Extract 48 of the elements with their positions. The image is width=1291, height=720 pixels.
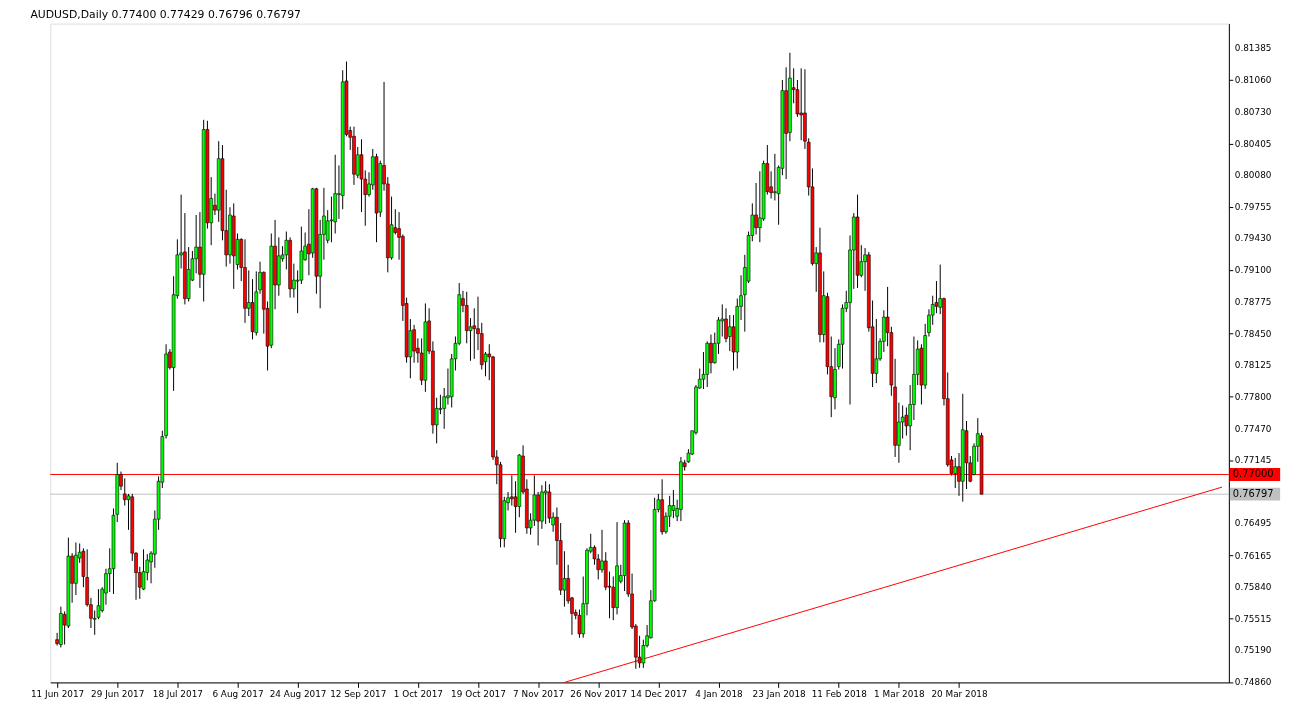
y-tick-label: 0.75840 bbox=[1234, 582, 1272, 593]
candlestick bbox=[671, 489, 676, 519]
candlestick bbox=[709, 334, 713, 374]
y-tick-label: 0.79430 bbox=[1234, 233, 1272, 244]
y-tick-label: 0.81060 bbox=[1234, 74, 1272, 85]
x-tick-label: 29 Jun 2017 bbox=[91, 688, 145, 699]
x-tick-label: 4 Jan 2018 bbox=[695, 688, 744, 699]
y-tick-label: 0.76165 bbox=[1234, 550, 1272, 561]
x-tick-label: 19 Oct 2017 bbox=[451, 688, 506, 699]
x-tick-label: 1 Oct 2017 bbox=[393, 688, 443, 699]
y-tick-label: 0.77800 bbox=[1234, 391, 1272, 402]
y-tick-label: 0.77145 bbox=[1234, 455, 1272, 466]
y-tick-label: 0.80080 bbox=[1234, 170, 1272, 181]
y-tick-label: 0.80405 bbox=[1234, 138, 1272, 149]
y-tick-label: 0.78775 bbox=[1234, 296, 1272, 307]
y-tick-label: 0.75515 bbox=[1234, 613, 1272, 624]
y-tick-label: 0.80730 bbox=[1234, 106, 1272, 117]
x-tick-label: 14 Dec 2017 bbox=[630, 688, 688, 699]
x-tick-label: 23 Jan 2018 bbox=[752, 688, 807, 699]
x-tick-label: 26 Nov 2017 bbox=[570, 688, 628, 699]
ref-line-label: 0.77000 bbox=[1232, 468, 1274, 480]
y-tick-label: 0.74860 bbox=[1234, 677, 1272, 688]
y-tick-label: 0.79100 bbox=[1234, 265, 1272, 276]
y-tick-label: 0.81385 bbox=[1234, 43, 1272, 54]
candlestick bbox=[874, 318, 879, 384]
candlestick bbox=[329, 196, 334, 243]
x-tick-label: 6 Aug 2017 bbox=[212, 688, 264, 699]
ref-line-label: 0.76797 bbox=[1232, 488, 1274, 500]
candlestick bbox=[773, 153, 777, 201]
y-tick-label: 0.77470 bbox=[1234, 423, 1272, 434]
candlestick bbox=[953, 457, 958, 489]
candlestick bbox=[904, 406, 909, 437]
y-tick-label: 0.78125 bbox=[1234, 360, 1272, 371]
candlestick bbox=[799, 67, 803, 141]
x-tick-label: 24 Aug 2017 bbox=[269, 688, 327, 699]
y-tick-label: 0.76495 bbox=[1234, 518, 1272, 529]
x-tick-label: 11 Feb 2018 bbox=[811, 688, 868, 699]
x-tick-label: 18 Jul 2017 bbox=[152, 688, 203, 699]
chart-title: AUDUSD,Daily 0.77400 0.77429 0.76796 0.76797 bbox=[30, 7, 301, 21]
x-tick-label: 12 Sep 2017 bbox=[330, 688, 387, 699]
x-tick-label: 20 Mar 2018 bbox=[931, 688, 988, 699]
x-tick-label: 7 Nov 2017 bbox=[513, 688, 565, 699]
y-tick-label: 0.79755 bbox=[1234, 201, 1272, 212]
y-tick-label: 0.78450 bbox=[1234, 328, 1272, 339]
y-tick-label: 0.75190 bbox=[1234, 645, 1272, 656]
x-tick-label: 11 Jun 2017 bbox=[30, 688, 85, 699]
candlestick bbox=[727, 314, 732, 352]
x-tick-label: 1 Mar 2018 bbox=[874, 688, 925, 699]
